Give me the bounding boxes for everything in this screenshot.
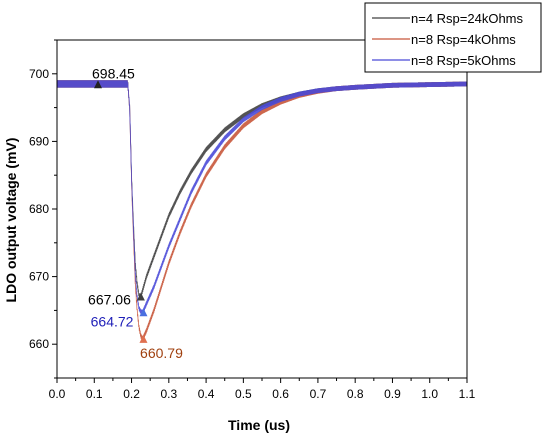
x-tick-label: 0.7 (310, 387, 327, 401)
axes: 0.0 0.1 0.2 0.3 0.4 0.5 0.6 0.7 0.8 0.9 1.0 1.1 660 6… (29, 39, 476, 401)
y-axis-title: LDO output voltage (mV) (3, 138, 19, 303)
legend-entry: n=4 Rsp=24kOhms (411, 11, 524, 26)
y-tick-label: 700 (29, 67, 49, 81)
x-tick-label: 0.3 (160, 387, 177, 401)
x-tick-label: 0.4 (198, 387, 215, 401)
x-tick-label: 0.5 (235, 387, 252, 401)
series-line (56, 80, 468, 315)
x-tick-label: 0.9 (384, 387, 401, 401)
legend-entry: n=8 Rsp=5kOhms (411, 53, 516, 68)
annotations: 698.45 667.06 664.72 660.79 (88, 65, 183, 361)
annotation-label: 698.45 (92, 65, 135, 81)
x-tick-label: 0.1 (86, 387, 103, 401)
legend: n=4 Rsp=24kOhms n=8 Rsp=4kOhms n=8 Rsp=5kO… (364, 2, 542, 73)
x-tick-label: 0.8 (347, 387, 364, 401)
annotation-marker (136, 292, 145, 301)
x-tick-label: 1.1 (459, 387, 476, 401)
x-tick-label: 1.0 (421, 387, 438, 401)
annotation-label: 664.72 (91, 313, 134, 329)
legend-entry: n=8 Rsp=4kOhms (411, 32, 516, 47)
y-tick-label: 660 (29, 337, 49, 351)
annotation-marker (139, 308, 148, 317)
plot-area (56, 80, 468, 342)
annotation-marker (139, 334, 148, 343)
x-tick-label: 0.0 (49, 387, 66, 401)
y-tick-label: 670 (29, 270, 49, 284)
y-tick-label: 690 (29, 134, 49, 148)
x-tick-label: 0.2 (123, 387, 140, 401)
x-tick-label: 0.6 (272, 387, 289, 401)
annotation-marker (94, 80, 102, 89)
annotation-label: 667.06 (88, 291, 131, 307)
x-axis-title: Time (us) (228, 417, 290, 433)
y-tick-label: 680 (29, 202, 49, 216)
annotation-label: 660.79 (140, 345, 183, 361)
